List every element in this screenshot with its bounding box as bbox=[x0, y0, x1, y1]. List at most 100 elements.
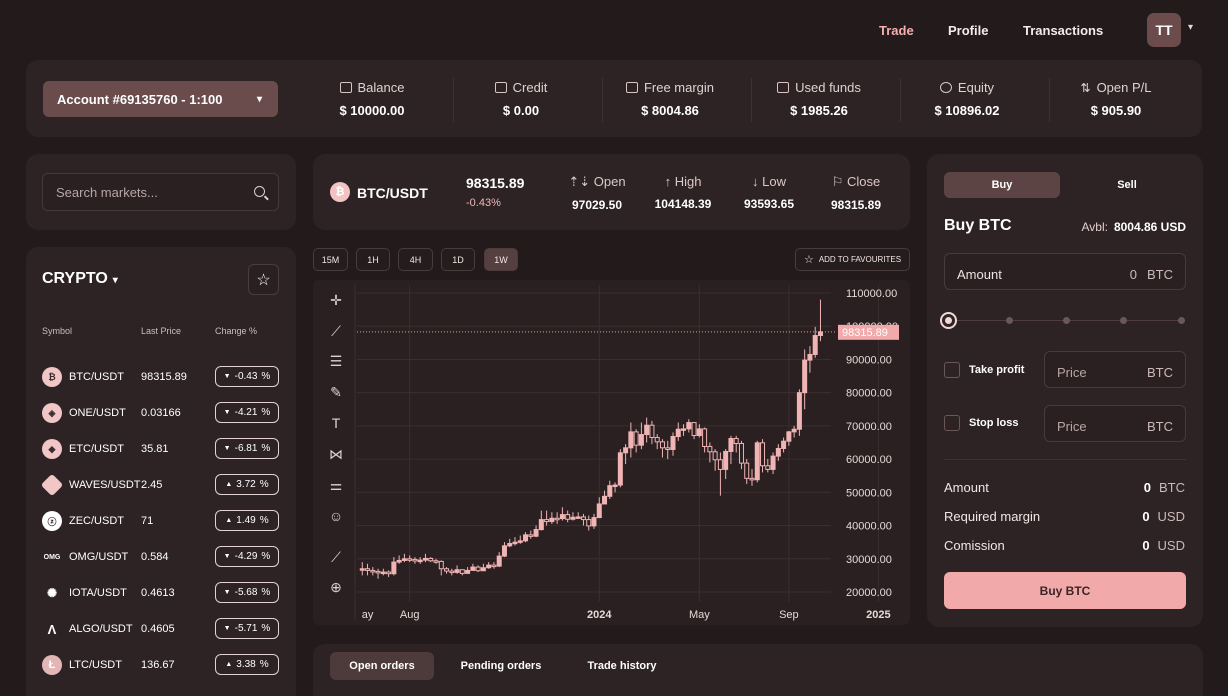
nav-transactions[interactable]: Transactions bbox=[1023, 23, 1104, 38]
text-icon[interactable]: T bbox=[331, 415, 341, 431]
wallet-icon bbox=[339, 82, 352, 93]
market-price: 71 bbox=[141, 515, 154, 527]
percent-sign: % bbox=[259, 659, 269, 670]
amount-value[interactable]: 0 bbox=[1129, 267, 1137, 282]
last-price: 98315.89 bbox=[466, 175, 525, 191]
stop-loss-price-field[interactable]: Price BTC bbox=[1044, 405, 1186, 442]
nav-profile[interactable]: Profile bbox=[948, 23, 989, 38]
amount-field[interactable]: Amount 0 BTC bbox=[944, 253, 1186, 290]
market-row[interactable]: ⓩ ZEC/USDT 71 ▲ 1.49% bbox=[42, 509, 282, 533]
column-header-last-price: Last Price bbox=[141, 326, 182, 336]
ohlc-value: 104148.39 bbox=[654, 197, 712, 211]
chart-svg: 110000.00100000.0090000.0080000.0070000.… bbox=[354, 284, 899, 621]
market-row[interactable]: ✺ IOTA/USDT 0.4613 ▼ -5.68% bbox=[42, 581, 282, 605]
markets-category-selector[interactable]: CRYPTO ▾ bbox=[42, 270, 118, 288]
tab-open-orders[interactable]: Open orders bbox=[330, 652, 434, 680]
market-row[interactable]: ◈ ONE/USDT 0.03166 ▼ -4.21% bbox=[42, 401, 282, 425]
document-icon bbox=[625, 82, 638, 93]
candle-body bbox=[670, 436, 676, 450]
stop-loss-checkbox[interactable] bbox=[944, 415, 960, 431]
trendline-icon[interactable]: ⟋ bbox=[331, 323, 341, 339]
add-to-favourites-label: ADD TO FAVOURITES bbox=[818, 255, 902, 264]
price-chart[interactable]: ✛ ⟋ ☰ ✎ T ⋈ ⚌ ☺ ⟋ ⊕ 110000.00100000.0090… bbox=[313, 280, 910, 625]
x-tick-label: ay bbox=[362, 609, 374, 621]
ticker-panel: ₿ BTC/USDT 98315.89 -0.43% ⇡⇣ Open 97029… bbox=[313, 154, 910, 230]
candle-body bbox=[749, 477, 755, 481]
slider-step-100[interactable] bbox=[1178, 317, 1185, 324]
tab-sell[interactable]: Sell bbox=[1117, 179, 1137, 191]
search-icon[interactable] bbox=[254, 186, 265, 197]
chevron-down-icon[interactable]: ▾ bbox=[1188, 22, 1194, 33]
y-tick-label: 40000.00 bbox=[846, 521, 892, 533]
triangle-down-icon: ▼ bbox=[223, 409, 231, 416]
timeframe-1h[interactable]: 1H bbox=[356, 248, 390, 271]
omg-icon: OMG bbox=[43, 553, 61, 561]
divider bbox=[453, 78, 454, 122]
y-tick-label: 50000.00 bbox=[846, 487, 892, 499]
candle-body bbox=[444, 568, 450, 572]
change-badge: ▲ 3.72% bbox=[215, 474, 279, 495]
summary-amount-label: Amount bbox=[944, 480, 989, 495]
favourites-filter-button[interactable]: ☆ bbox=[248, 264, 279, 295]
market-row[interactable]: Λ ALGO/USDT 0.4605 ▼ -5.71% bbox=[42, 617, 282, 641]
timeframe-1w[interactable]: 1W bbox=[484, 248, 518, 271]
stop-loss-placeholder: Price bbox=[1057, 419, 1087, 434]
tab-pending-orders[interactable]: Pending orders bbox=[460, 660, 542, 672]
tab-trade-history[interactable]: Trade history bbox=[587, 660, 657, 672]
crosshair-icon[interactable]: ✛ bbox=[330, 292, 342, 308]
search-field[interactable] bbox=[42, 173, 279, 211]
market-symbol: WAVES/USDT bbox=[69, 479, 141, 491]
flag-icon: ⚐ bbox=[831, 174, 844, 189]
summary-value: 0 bbox=[1142, 509, 1150, 524]
slider-step-50[interactable] bbox=[1063, 317, 1070, 324]
candle-body bbox=[675, 428, 681, 438]
ohlc-label: Low bbox=[762, 174, 786, 189]
candle-body bbox=[712, 451, 718, 461]
avatar[interactable]: TT bbox=[1147, 13, 1181, 47]
take-profit-checkbox[interactable] bbox=[944, 362, 960, 378]
one-icon: ◈ bbox=[42, 403, 62, 423]
market-price: 0.4613 bbox=[141, 587, 175, 599]
emoji-icon[interactable]: ☺ bbox=[328, 508, 344, 524]
star-icon: ☆ bbox=[256, 271, 271, 289]
amount-slider-handle[interactable] bbox=[940, 312, 957, 329]
summary-value: 0 bbox=[1143, 480, 1151, 495]
pattern-icon[interactable]: ⋈ bbox=[329, 446, 343, 462]
candle-body bbox=[728, 438, 734, 452]
forecast-icon[interactable]: ⚌ bbox=[329, 477, 343, 493]
candle-body bbox=[786, 431, 792, 442]
add-to-favourites-button[interactable]: ☆ ADD TO FAVOURITES bbox=[795, 248, 910, 271]
candle-body bbox=[723, 450, 729, 470]
change-badge: ▼ -5.68% bbox=[215, 582, 279, 603]
timeframe-15m[interactable]: 15M bbox=[313, 248, 348, 271]
change-value: -6.81 bbox=[234, 443, 258, 454]
percent-sign: % bbox=[259, 515, 269, 526]
timeframe-1d[interactable]: 1D bbox=[441, 248, 475, 271]
percent-sign: % bbox=[261, 371, 271, 382]
metric-balance: Balance $ 10000.00 bbox=[307, 80, 437, 118]
market-row[interactable]: WAVES/USDT 2.45 ▲ 3.72% bbox=[40, 473, 282, 497]
candle-body bbox=[702, 428, 708, 447]
submit-buy-button[interactable]: Buy BTC bbox=[944, 572, 1186, 609]
market-row[interactable]: ◆ ETC/USDT 35.81 ▼ -6.81% bbox=[42, 437, 282, 461]
account-selector[interactable]: Account #69135760 - 1:100 ▾ bbox=[43, 81, 278, 117]
market-row[interactable]: Ł LTC/USDT 136.67 ▲ 3.38% bbox=[42, 653, 282, 677]
take-profit-price-field[interactable]: Price BTC bbox=[1044, 351, 1186, 388]
candle-body bbox=[422, 557, 428, 561]
search-input[interactable] bbox=[56, 184, 246, 200]
timeframe-4h[interactable]: 4H bbox=[398, 248, 433, 271]
brush-icon[interactable]: ✎ bbox=[330, 384, 342, 400]
orders-panel: Open orders Pending orders Trade history bbox=[313, 644, 1203, 696]
slider-step-25[interactable] bbox=[1006, 317, 1013, 324]
market-row[interactable]: OMG OMG/USDT 0.584 ▼ -4.29% bbox=[42, 545, 282, 569]
zoom-icon[interactable]: ⊕ bbox=[330, 579, 342, 595]
nav-trade[interactable]: Trade bbox=[879, 23, 914, 38]
ohlc-label: High bbox=[674, 174, 702, 189]
tab-buy[interactable]: Buy bbox=[944, 172, 1060, 198]
candle-body bbox=[707, 445, 713, 453]
slider-step-75[interactable] bbox=[1120, 317, 1127, 324]
candle-body bbox=[775, 447, 781, 457]
market-row[interactable]: ₿ BTC/USDT 98315.89 ▼ -0.43% bbox=[42, 365, 282, 389]
ruler-icon[interactable]: ⟋ bbox=[331, 549, 341, 565]
fib-icon[interactable]: ☰ bbox=[329, 353, 343, 369]
